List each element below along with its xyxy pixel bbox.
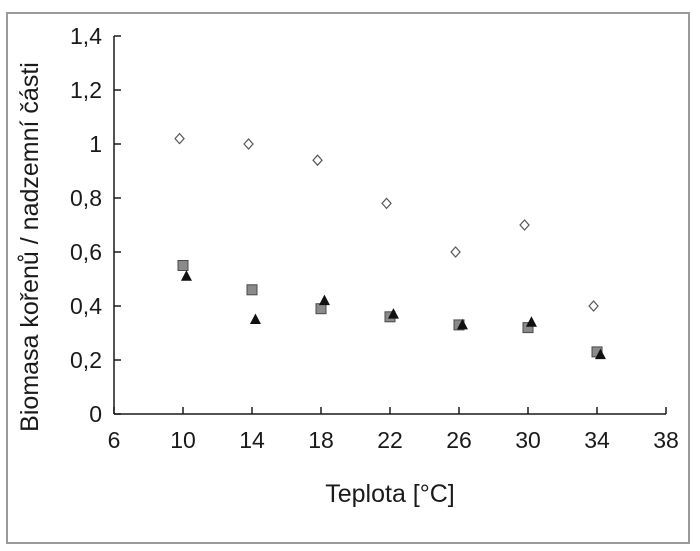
data-point-diamond-open [312,154,323,167]
y-tick-label: 0 [89,401,102,427]
chart-frame [6,12,690,544]
data-point-triangle-filled [594,348,606,360]
data-point-square-gray [315,303,327,315]
x-tick-label: 6 [108,427,121,453]
data-point-triangle-filled [387,308,399,319]
x-tick-label: 10 [170,427,196,453]
data-point-diamond-open [243,138,254,150]
data-point-triangle-filled [180,270,192,281]
y-tick-label: 1,4 [70,23,102,49]
data-point-triangle-filled [249,313,261,324]
x-ticks: 6 10 14 18 22 26 30 34 38 [108,407,679,453]
x-tick-label: 38 [653,427,679,453]
x-tick-label: 14 [239,427,265,453]
x-tick-label: 26 [446,427,472,453]
x-axis-title: Teplota [°C] [325,480,455,508]
x-tick-label: 18 [308,427,334,453]
data-point-square-gray [522,322,534,334]
data-point-square-gray [177,260,189,271]
y-tick-label: 0,8 [70,185,102,211]
y-tick-label: 0,6 [70,239,102,265]
data-point-diamond-open [381,197,392,210]
y-tick-label: 1 [89,131,102,157]
axes [113,36,666,415]
x-tick-label: 34 [584,427,610,453]
data-points [174,132,606,360]
data-point-triangle-filled [525,316,537,327]
data-point-diamond-open [588,300,599,312]
data-point-diamond-open [519,219,530,231]
data-point-diamond-open [450,246,461,258]
y-ticks: 0 0,2 0,4 0,6 0,8 1 1,2 1,4 [70,23,121,427]
x-tick-label: 30 [515,427,541,453]
data-point-diamond-open [174,132,185,145]
y-tick-label: 1,2 [70,77,102,103]
y-axis-title: Biomasa kořenů / nadzemní části [16,62,44,432]
data-point-triangle-filled [318,294,330,306]
y-tick-label: 0,2 [70,347,102,373]
data-point-triangle-filled [456,318,468,330]
data-point-square-gray [246,284,258,296]
y-tick-label: 0,4 [70,293,102,319]
x-tick-label: 22 [377,427,403,453]
